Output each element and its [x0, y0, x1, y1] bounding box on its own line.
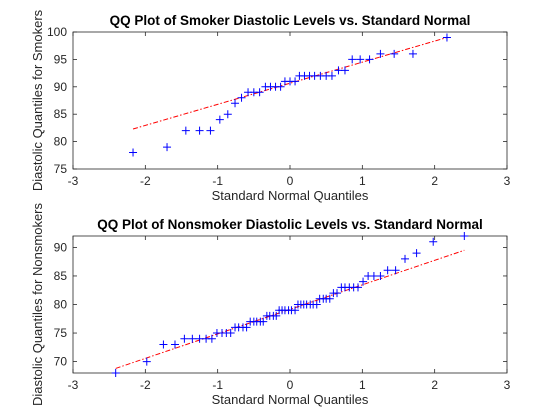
reference-line [115, 249, 465, 369]
data-point [129, 148, 138, 157]
data-point [359, 277, 368, 286]
data-point [442, 33, 451, 42]
data-point [181, 126, 190, 135]
y-axis-label: Diastolic Quantiles for Nonsmokers [30, 202, 45, 406]
x-axis-label: Standard Normal Quantiles [212, 392, 369, 407]
x-tick-label: -1 [212, 378, 223, 392]
data-point [365, 55, 374, 64]
x-tick-label: 1 [359, 378, 366, 392]
chart-title: QQ Plot of Smoker Diastolic Levels vs. S… [110, 13, 471, 28]
data-point [195, 126, 204, 135]
data-point [340, 66, 349, 75]
x-tick-label: -3 [68, 378, 79, 392]
axes-box [72, 31, 508, 170]
data-point [390, 49, 399, 58]
y-tick-label: 75 [54, 162, 68, 176]
data-point [353, 283, 362, 292]
data-point [401, 254, 410, 263]
data-point [163, 143, 172, 152]
data-point [429, 237, 438, 246]
data-point [180, 334, 189, 343]
data-point [215, 115, 224, 124]
x-tick-label: 3 [504, 378, 511, 392]
data-point [206, 126, 215, 135]
data-point [348, 55, 357, 64]
x-axis-label: Standard Normal Quantiles [212, 188, 369, 203]
x-tick-label: 0 [287, 378, 294, 392]
data-point [223, 110, 232, 119]
data-point [242, 323, 251, 332]
y-tick-label: 100 [47, 25, 67, 39]
data-point [207, 334, 216, 343]
data-point [383, 266, 392, 275]
smoker-qq-plot: -3 -2 -1 0 1 2 3 75 80 85 90 95 100 QQ Plot of Smoker… [30, 9, 511, 203]
x-tick-label: 1 [359, 174, 366, 188]
x-tick-label: 3 [504, 174, 511, 188]
x-tick-label: -2 [140, 174, 151, 188]
y-tick-label: 90 [54, 240, 68, 254]
y-tick-label: 95 [54, 52, 68, 66]
data-point [333, 289, 342, 298]
data-point [327, 71, 336, 80]
chart-title: QQ Plot of Nonsmoker Diastolic Levels vs… [97, 217, 483, 232]
x-tick-label: 2 [431, 378, 438, 392]
data-point [291, 306, 300, 315]
data-point [312, 300, 321, 309]
data-point [376, 49, 385, 58]
data-point [231, 99, 240, 108]
data-point [226, 329, 235, 338]
data-point [325, 294, 334, 303]
data-point [255, 88, 264, 97]
x-tick-label: -3 [68, 174, 79, 188]
data-point [376, 271, 385, 280]
data-point [408, 49, 417, 58]
y-tick-label: 80 [54, 298, 68, 312]
y-axis-label: Diastolic Quantiles for Smokers [30, 9, 45, 191]
data-point [272, 311, 281, 320]
data-point [237, 93, 246, 102]
x-tick-label: -2 [140, 378, 151, 392]
x-tick-label: 0 [287, 174, 294, 188]
data-point [391, 266, 400, 275]
reference-line [132, 36, 448, 130]
data-point [142, 357, 151, 366]
x-tick-label: 2 [431, 174, 438, 188]
data-point [412, 249, 421, 258]
data-point [291, 77, 300, 86]
y-tick-label: 85 [54, 107, 68, 121]
y-tick-label: 85 [54, 269, 68, 283]
data-point [356, 55, 365, 64]
data-point [259, 317, 268, 326]
axes-box [72, 235, 508, 374]
y-tick-label: 70 [54, 355, 68, 369]
data-point [460, 232, 469, 240]
data-point [111, 369, 120, 377]
data-point [170, 340, 179, 349]
y-tick-label: 75 [54, 326, 68, 340]
y-tick-label: 80 [54, 135, 68, 149]
x-tick-label: -1 [212, 174, 223, 188]
data-point [159, 340, 168, 349]
nonsmoker-qq-plot: -3 -2 -1 0 1 2 3 70 75 80 85 90 QQ Plot of Nonsmoker… [30, 202, 511, 407]
y-tick-label: 90 [54, 80, 68, 94]
data-point [276, 82, 285, 91]
data-point [188, 334, 197, 343]
